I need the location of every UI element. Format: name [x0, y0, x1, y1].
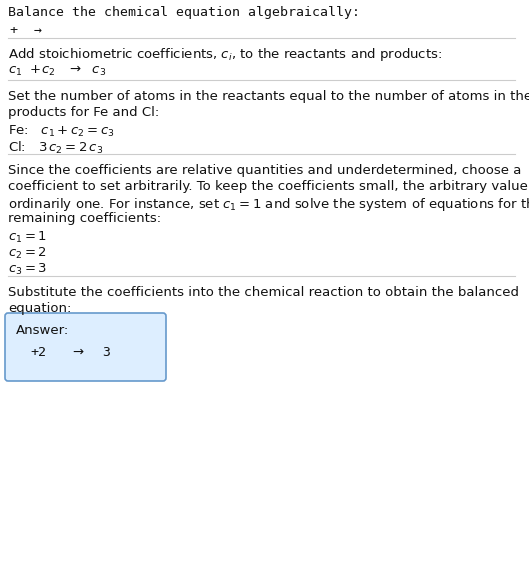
- Text: Cl:   $3\,c_2 = 2\,c_3$: Cl: $3\,c_2 = 2\,c_3$: [8, 140, 103, 156]
- Text: Balance the chemical equation algebraically:: Balance the chemical equation algebraica…: [8, 6, 360, 19]
- Text: $c_3 = 3$: $c_3 = 3$: [8, 262, 47, 277]
- Text: $c_1 = 1$: $c_1 = 1$: [8, 230, 47, 245]
- Text: +  →: + →: [10, 24, 42, 37]
- Text: Add stoichiometric coefficients, $c_i$, to the reactants and products:: Add stoichiometric coefficients, $c_i$, …: [8, 46, 442, 63]
- Text: coefficient to set arbitrarily. To keep the coefficients small, the arbitrary va: coefficient to set arbitrarily. To keep …: [8, 180, 529, 193]
- Text: Set the number of atoms in the reactants equal to the number of atoms in the: Set the number of atoms in the reactants…: [8, 90, 529, 103]
- Text: Answer:: Answer:: [16, 324, 69, 337]
- FancyBboxPatch shape: [5, 313, 166, 381]
- Text: equation:: equation:: [8, 302, 71, 315]
- Text: products for Fe and Cl:: products for Fe and Cl:: [8, 106, 159, 119]
- Text: Since the coefficients are relative quantities and underdetermined, choose a: Since the coefficients are relative quan…: [8, 164, 522, 177]
- Text: +2   $\rightarrow$  3: +2 $\rightarrow$ 3: [30, 346, 111, 359]
- Text: $c_1$  +$c_2$   $\rightarrow$  $c_3$: $c_1$ +$c_2$ $\rightarrow$ $c_3$: [8, 64, 106, 78]
- Text: ordinarily one. For instance, set $c_1 = 1$ and solve the system of equations fo: ordinarily one. For instance, set $c_1 =…: [8, 196, 529, 213]
- Text: Substitute the coefficients into the chemical reaction to obtain the balanced: Substitute the coefficients into the che…: [8, 286, 519, 299]
- Text: $c_2 = 2$: $c_2 = 2$: [8, 246, 47, 261]
- Text: Fe:   $c_1 + c_2 = c_3$: Fe: $c_1 + c_2 = c_3$: [8, 124, 115, 139]
- Text: remaining coefficients:: remaining coefficients:: [8, 212, 161, 225]
